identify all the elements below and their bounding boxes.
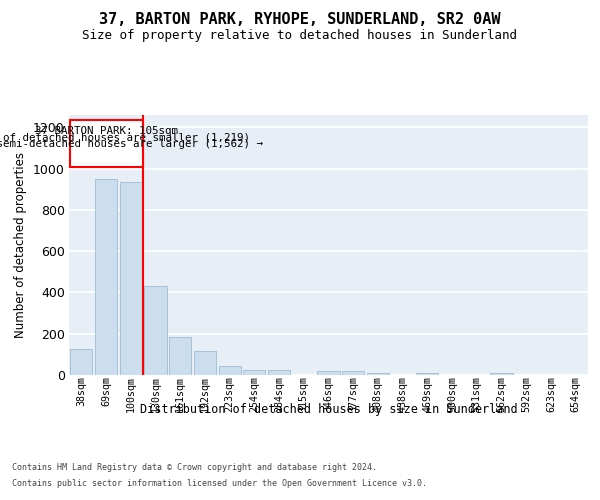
Bar bbox=[243, 370, 265, 375]
Bar bbox=[145, 286, 167, 375]
Bar bbox=[169, 337, 191, 375]
Bar bbox=[70, 120, 143, 166]
Bar bbox=[194, 352, 216, 375]
Bar bbox=[119, 182, 142, 375]
Bar bbox=[317, 372, 340, 375]
Text: ← 43% of detached houses are smaller (1,219): ← 43% of detached houses are smaller (1,… bbox=[0, 132, 250, 142]
Text: Distribution of detached houses by size in Sunderland: Distribution of detached houses by size … bbox=[140, 402, 518, 415]
Bar bbox=[416, 372, 439, 375]
Text: Contains public sector information licensed under the Open Government Licence v3: Contains public sector information licen… bbox=[12, 478, 427, 488]
Text: Size of property relative to detached houses in Sunderland: Size of property relative to detached ho… bbox=[83, 29, 517, 42]
Bar bbox=[218, 366, 241, 375]
Bar bbox=[342, 372, 364, 375]
Y-axis label: Number of detached properties: Number of detached properties bbox=[14, 152, 28, 338]
Text: 37, BARTON PARK, RYHOPE, SUNDERLAND, SR2 0AW: 37, BARTON PARK, RYHOPE, SUNDERLAND, SR2… bbox=[99, 12, 501, 28]
Bar bbox=[95, 179, 117, 375]
Bar bbox=[490, 372, 512, 375]
Text: Contains HM Land Registry data © Crown copyright and database right 2024.: Contains HM Land Registry data © Crown c… bbox=[12, 464, 377, 472]
Bar bbox=[70, 349, 92, 375]
Bar bbox=[367, 372, 389, 375]
Bar bbox=[268, 370, 290, 375]
Text: 37 BARTON PARK: 105sqm: 37 BARTON PARK: 105sqm bbox=[35, 126, 178, 136]
Text: 56% of semi-detached houses are larger (1,562) →: 56% of semi-detached houses are larger (… bbox=[0, 139, 263, 149]
